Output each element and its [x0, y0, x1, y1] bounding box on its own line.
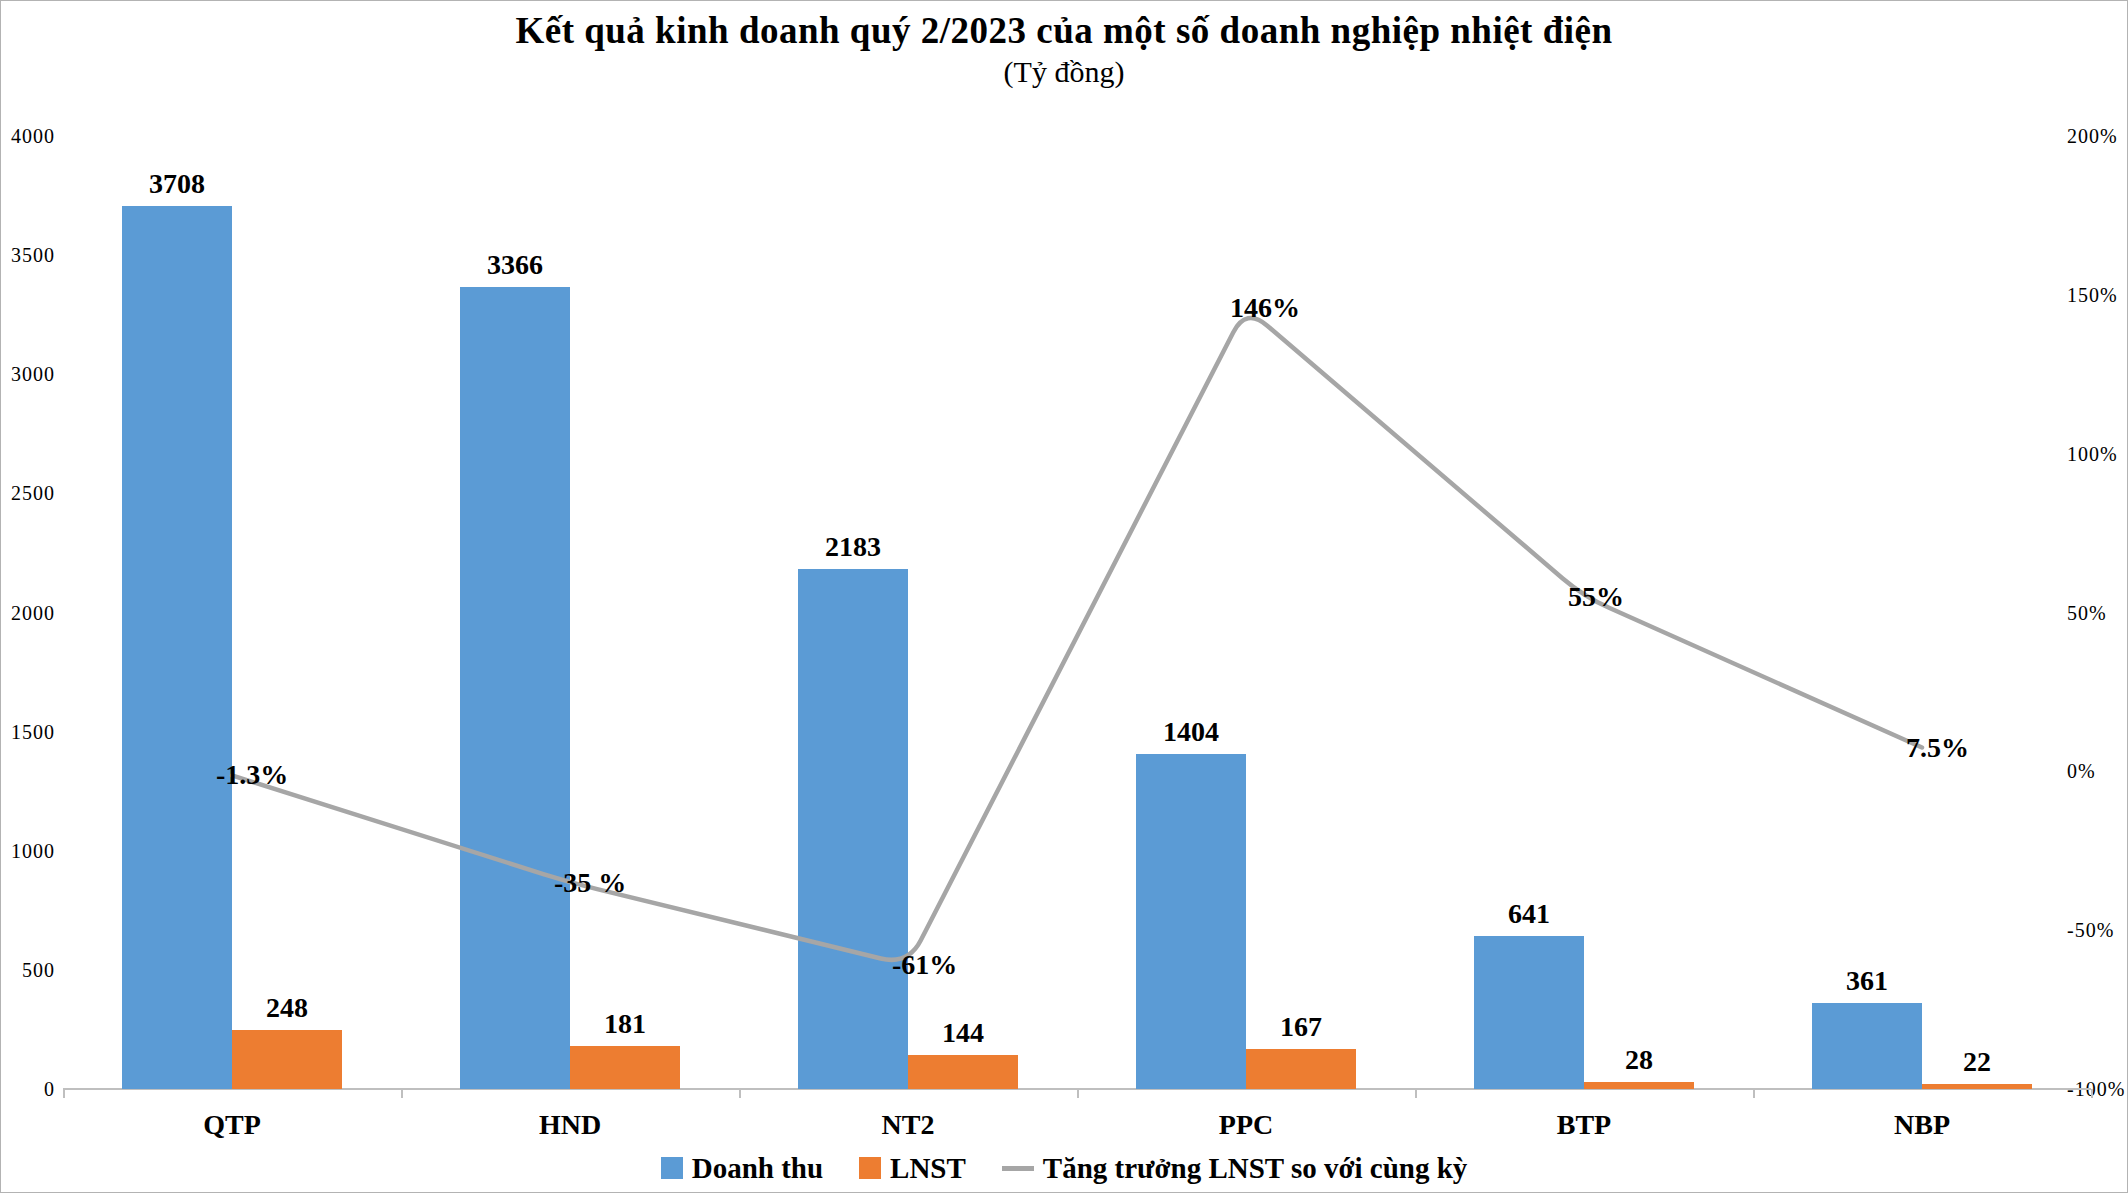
x-axis-tick — [1077, 1089, 1079, 1098]
x-axis-tick — [401, 1089, 403, 1098]
x-axis-tick — [739, 1089, 741, 1098]
x-axis-tick — [2091, 1089, 2093, 1098]
bar-doanh-thu-NT2 — [798, 569, 908, 1089]
left-axis-tick-label: 4000 — [1, 125, 55, 148]
bar-lnst-PPC — [1246, 1049, 1356, 1089]
bar-lnst-NBP — [1922, 1084, 2032, 1089]
left-axis-tick-label: 500 — [1, 958, 55, 981]
bar-value-label: 361 — [1782, 965, 1952, 997]
growth-point-label: -35 % — [554, 867, 626, 899]
growth-point-label: 7.5% — [1906, 732, 1969, 764]
left-axis-tick-label: 0 — [1, 1078, 55, 1101]
legend-item-tăng-trưởng-lnst-so-với-cùng-kỳ: Tăng trưởng LNST so với cùng kỳ — [1002, 1152, 1467, 1185]
bar-value-label: 641 — [1444, 898, 1614, 930]
bar-value-label: 3366 — [430, 249, 600, 281]
legend-item-doanh-thu: Doanh thu — [661, 1152, 823, 1185]
legend: Doanh thu LNST Tăng trưởng LNST so với cùn… — [1, 1143, 2127, 1193]
growth-point-label: -61% — [892, 949, 957, 981]
right-axis-tick-label: 0% — [2067, 760, 2128, 783]
bar-value-label: 181 — [540, 1008, 710, 1040]
legend-item-lnst: LNST — [859, 1152, 966, 1185]
combo-chart: Kết quả kinh doanh quý 2/2023 của một số… — [0, 0, 2128, 1193]
right-axis-tick-label: 100% — [2067, 442, 2128, 465]
bar-value-label: 144 — [878, 1017, 1048, 1049]
legend-square-marker-icon — [661, 1157, 683, 1179]
category-label-btp: BTP — [1454, 1109, 1714, 1141]
bar-value-label: 167 — [1216, 1011, 1386, 1043]
left-axis-tick-label: 2500 — [1, 482, 55, 505]
right-axis-tick-label: -50% — [2067, 919, 2128, 942]
left-axis-tick-label: 1500 — [1, 720, 55, 743]
bar-lnst-HND — [570, 1046, 680, 1089]
growth-point-label: 55% — [1568, 581, 1624, 613]
bar-value-label: 28 — [1554, 1044, 1724, 1076]
right-axis-tick-label: 50% — [2067, 601, 2128, 624]
legend-line-marker-icon — [1002, 1166, 1034, 1171]
bar-value-label: 1404 — [1106, 716, 1276, 748]
bar-lnst-BTP — [1584, 1082, 1694, 1089]
x-axis-tick — [1753, 1089, 1755, 1098]
category-label-hnd: HND — [440, 1109, 700, 1141]
bar-lnst-QTP — [232, 1030, 342, 1089]
chart-title: Kết quả kinh doanh quý 2/2023 của một số… — [1, 9, 2127, 52]
left-axis-tick-label: 3500 — [1, 244, 55, 267]
left-axis-tick-label: 3000 — [1, 363, 55, 386]
legend-square-marker-icon — [859, 1157, 881, 1179]
x-axis-tick — [1415, 1089, 1417, 1098]
bar-doanh-thu-QTP — [122, 206, 232, 1089]
category-label-ppc: PPC — [1116, 1109, 1376, 1141]
legend-label: LNST — [890, 1152, 966, 1185]
chart-subtitle: (Tỷ đồng) — [1, 55, 2127, 89]
right-axis-tick-label: 200% — [2067, 125, 2128, 148]
category-label-nbp: NBP — [1792, 1109, 2052, 1141]
legend-label: Tăng trưởng LNST so với cùng kỳ — [1043, 1152, 1467, 1185]
left-axis-tick-label: 1000 — [1, 839, 55, 862]
x-axis-tick — [63, 1089, 65, 1098]
bar-value-label: 3708 — [92, 168, 262, 200]
bar-lnst-NT2 — [908, 1055, 1018, 1089]
category-label-qtp: QTP — [102, 1109, 362, 1141]
bar-value-label: 2183 — [768, 531, 938, 563]
bar-value-label: 22 — [1892, 1046, 2062, 1078]
legend-label: Doanh thu — [692, 1152, 823, 1185]
left-axis-tick-label: 2000 — [1, 601, 55, 624]
growth-point-label: -1.3% — [216, 759, 288, 791]
growth-point-label: 146% — [1230, 292, 1300, 324]
right-axis-tick-label: 150% — [2067, 283, 2128, 306]
bar-doanh-thu-HND — [460, 287, 570, 1089]
category-label-nt2: NT2 — [778, 1109, 1038, 1141]
bar-value-label: 248 — [202, 992, 372, 1024]
